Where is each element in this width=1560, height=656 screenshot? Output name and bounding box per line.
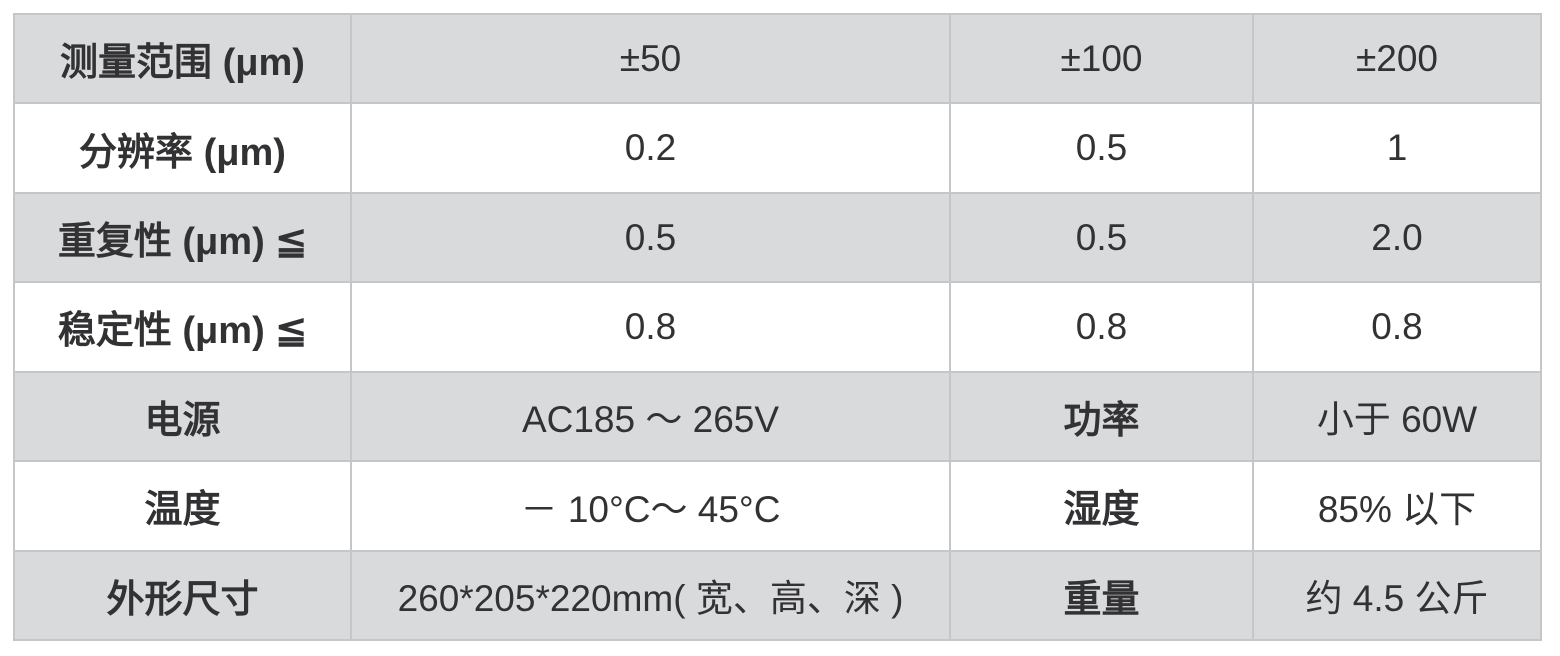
spec-label-cell: 重复性 (μm) ≦ <box>13 191 352 284</box>
spec-label-cell: 稳定性 (μm) ≦ <box>13 281 352 373</box>
spec-value-cell: 0.5 <box>949 102 1254 194</box>
spec-label-cell: 重量 <box>949 549 1254 642</box>
table-row: 稳定性 (μm) ≦ 0.8 0.8 0.8 <box>13 281 1542 373</box>
spec-label-cell: 温度 <box>13 460 352 552</box>
spec-label-cell: 电源 <box>13 370 352 463</box>
table-row: 分辨率 (μm) 0.2 0.5 1 <box>13 102 1542 194</box>
spec-value-cell: ±50 <box>350 12 951 105</box>
spec-value-cell: 0.5 <box>350 191 951 284</box>
spec-value-cell: AC185 ～ 265V <box>350 370 951 463</box>
spec-value-cell: 0.2 <box>350 102 951 194</box>
spec-value-cell: 0.8 <box>350 281 951 373</box>
spec-value-cell: ±100 <box>949 12 1254 105</box>
spec-label-cell: 湿度 <box>949 460 1254 552</box>
spec-value-cell: 小于 60W <box>1252 370 1542 463</box>
spec-value-cell: 1 <box>1252 102 1542 194</box>
spec-value-cell: 260*205*220mm( 宽、高、深 ) <box>350 549 951 642</box>
table-row: 测量范围 (μm) ±50 ±100 ±200 <box>13 12 1542 105</box>
spec-value-cell: 0.8 <box>1252 281 1542 373</box>
spec-label-cell: 测量范围 (μm) <box>13 12 352 105</box>
spec-value-cell: 85% 以下 <box>1252 460 1542 552</box>
spec-label-cell: 分辨率 (μm) <box>13 102 352 194</box>
table-row: 电源 AC185 ～ 265V 功率 小于 60W <box>13 370 1542 463</box>
spec-label-cell: 功率 <box>949 370 1254 463</box>
spec-value-cell: 2.0 <box>1252 191 1542 284</box>
spec-value-cell: － 10°C～ 45°C <box>350 460 951 552</box>
table-row: 外形尺寸 260*205*220mm( 宽、高、深 ) 重量 约 4.5 公斤 <box>13 549 1542 642</box>
spec-table: 测量范围 (μm) ±50 ±100 ±200 分辨率 (μm) 0.2 0.5… <box>13 12 1542 642</box>
table-row: 重复性 (μm) ≦ 0.5 0.5 2.0 <box>13 191 1542 284</box>
spec-value-cell: ±200 <box>1252 12 1542 105</box>
spec-value-cell: 约 4.5 公斤 <box>1252 549 1542 642</box>
spec-value-cell: 0.8 <box>949 281 1254 373</box>
table-row: 温度 － 10°C～ 45°C 湿度 85% 以下 <box>13 460 1542 552</box>
spec-value-cell: 0.5 <box>949 191 1254 284</box>
spec-label-cell: 外形尺寸 <box>13 549 352 642</box>
